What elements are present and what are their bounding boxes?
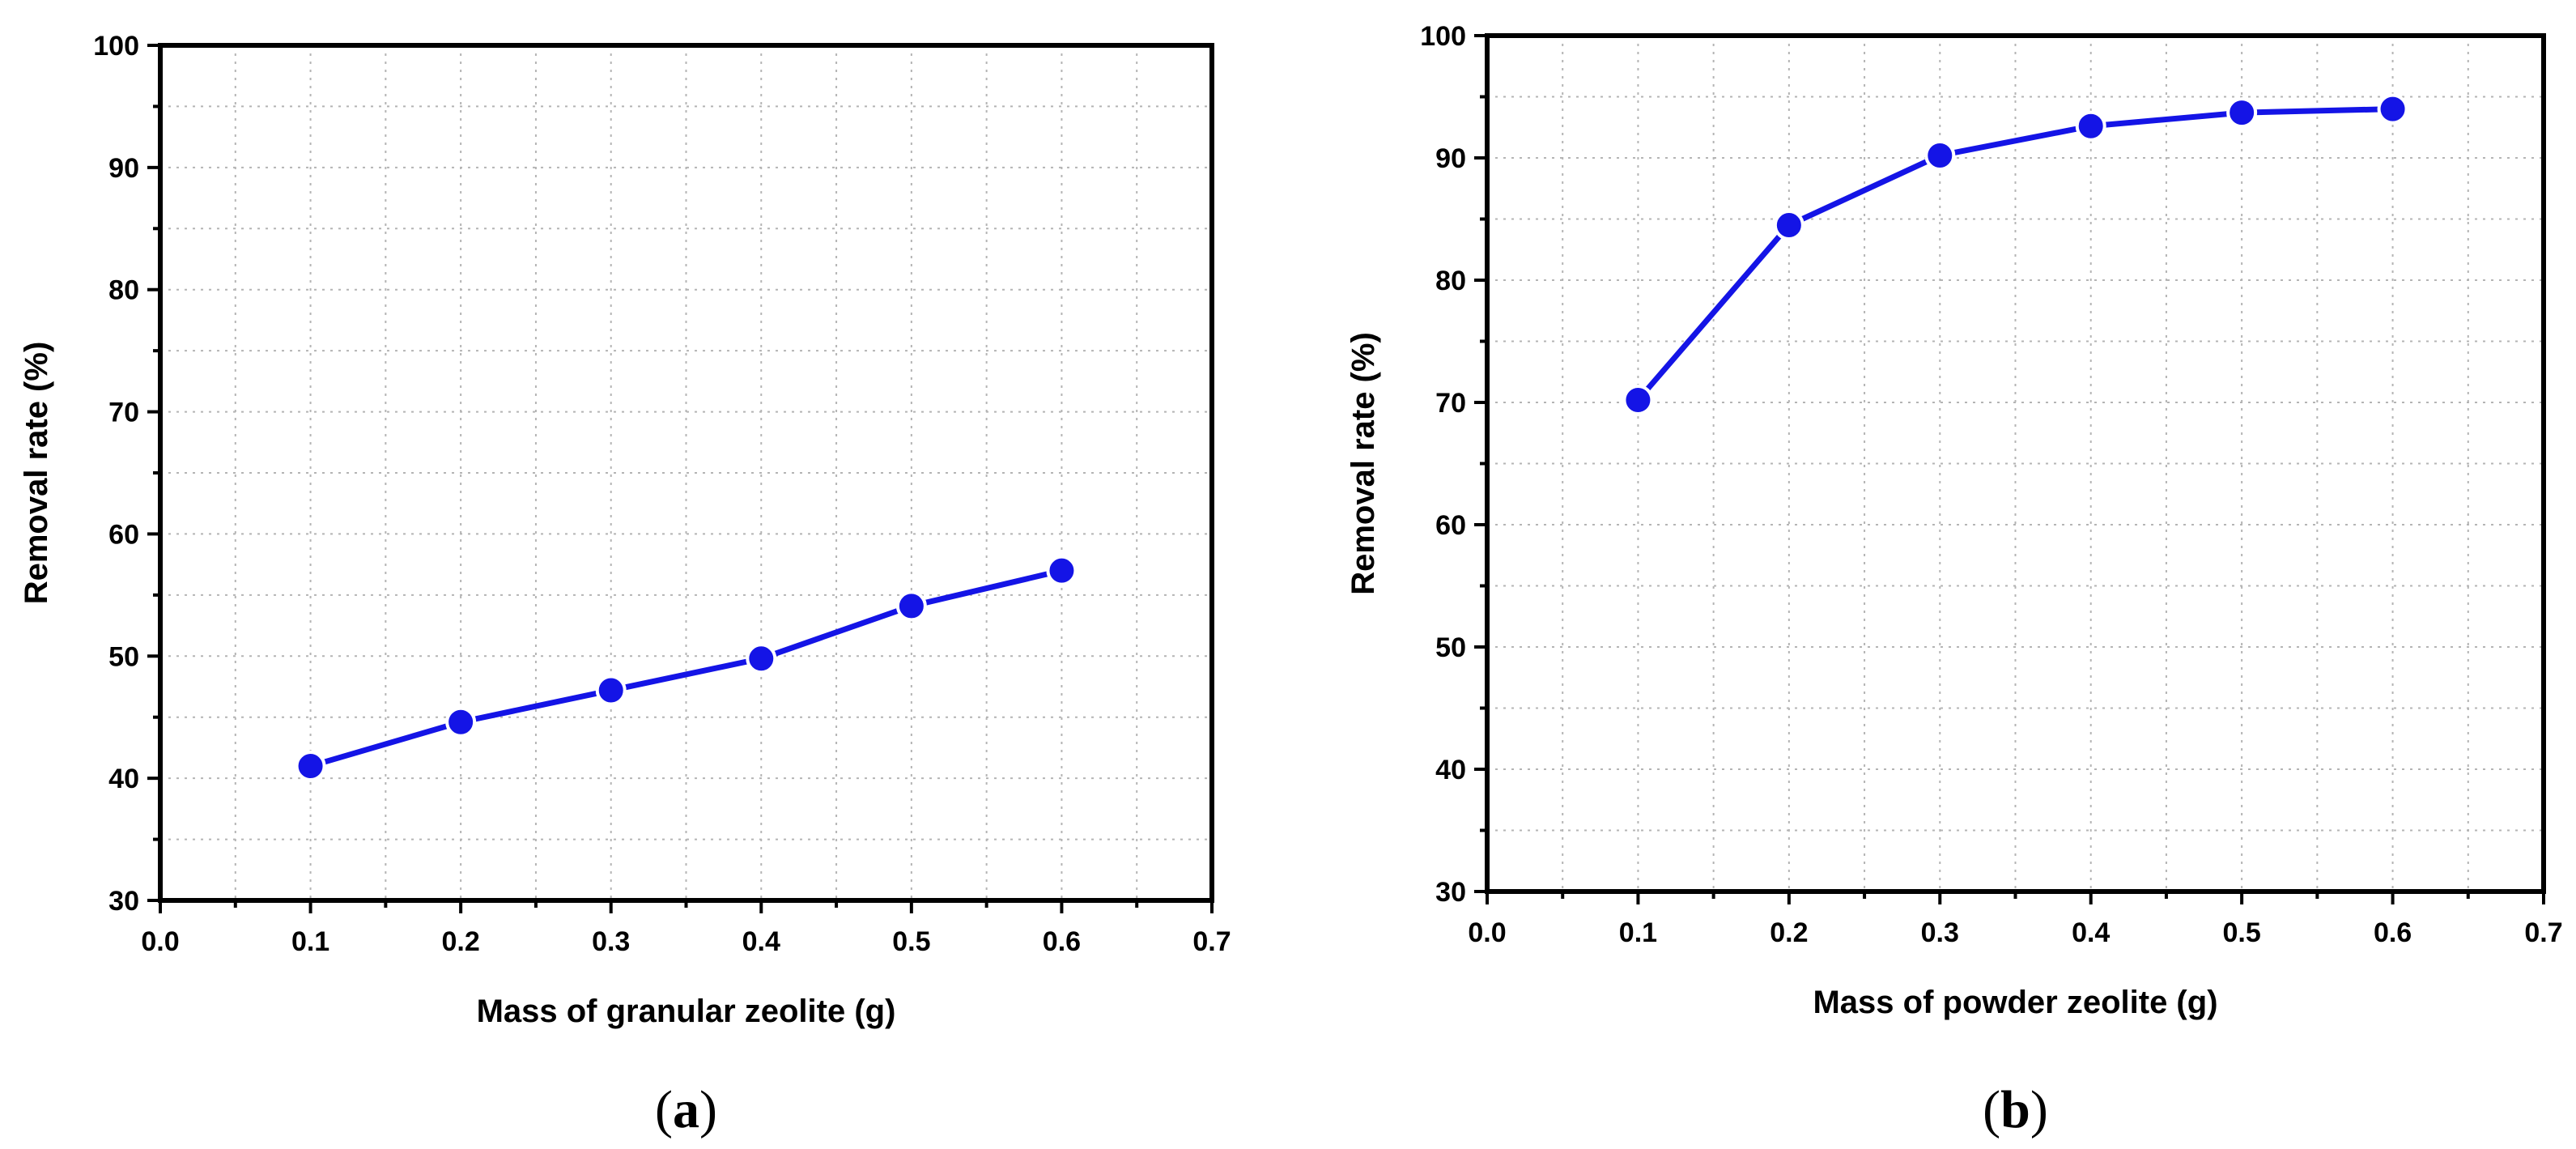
y-tick-label: 100: [93, 31, 139, 62]
y-tick-label: 40: [1435, 755, 1466, 785]
y-tick-label: 60: [1435, 510, 1466, 541]
x-tick-labels: 0.0 0.1 0.2 0.3 0.4 0.5 0.6 0.7: [141, 926, 1231, 957]
x-tick-label: 0.7: [1192, 926, 1231, 957]
data-point: [1773, 210, 1804, 241]
y-tick-label: 70: [108, 398, 139, 428]
data-point: [1046, 555, 1078, 586]
grid-lines: [1487, 36, 2544, 892]
x-tick-label: 0.1: [1619, 917, 1657, 948]
axis-ticks: [1474, 34, 2545, 904]
y-tick-label: 90: [108, 153, 139, 184]
x-tick-label: 0.7: [2524, 917, 2562, 948]
x-tick-label: 0.5: [892, 926, 930, 957]
data-point: [295, 751, 326, 782]
y-tick-label: 80: [108, 275, 139, 306]
axis-ticks: [147, 44, 1214, 913]
data-markers: [295, 555, 1078, 782]
x-tick-label: 0.4: [2072, 917, 2110, 948]
y-axis-title: Removal rate (%): [19, 342, 54, 605]
y-tick-label: 40: [108, 764, 139, 794]
x-axis-title: Mass of granular zeolite (g): [477, 994, 896, 1029]
series-line: [1635, 106, 2393, 402]
x-tick-label: 0.0: [1468, 917, 1506, 948]
chart-panel-b: 0.0 0.1 0.2 0.3 0.4 0.5 0.6 0.7 30 40 50 60 70 80 90 1…: [1345, 21, 2563, 1139]
y-tick-label: 80: [1435, 266, 1466, 296]
data-point: [2075, 110, 2106, 142]
x-tick-label: 0.0: [141, 926, 179, 957]
series-line: [309, 568, 1063, 769]
panel-letter: b: [2000, 1080, 2030, 1139]
data-point: [746, 643, 777, 675]
data-point: [2226, 97, 2258, 129]
x-tick-label: 0.3: [592, 926, 630, 957]
x-tick-label: 0.3: [1921, 917, 1959, 948]
data-point: [1924, 139, 1956, 171]
y-tick-labels: 30 40 50 60 70 80 90 100: [1420, 21, 1466, 908]
y-tick-label: 70: [1435, 388, 1466, 419]
plot-frame: [158, 43, 1214, 903]
data-point: [1622, 384, 1654, 415]
panel-letter: a: [673, 1080, 699, 1139]
y-tick-label: 30: [1435, 877, 1466, 908]
x-tick-label: 0.6: [1043, 926, 1081, 957]
panel-label: (b): [1983, 1080, 2048, 1139]
y-axis-title: Removal rate (%): [1345, 332, 1381, 595]
x-tick-label: 0.5: [2223, 917, 2261, 948]
chart-panel-a: 0.0 0.1 0.2 0.3 0.4 0.5 0.6 0.7 30 40 50 60 70 80 90 1…: [19, 31, 1231, 1139]
data-point: [445, 706, 477, 738]
y-tick-label: 60: [108, 519, 139, 550]
grid-lines: [160, 45, 1212, 900]
data-point: [595, 675, 627, 706]
x-tick-label: 0.4: [742, 926, 780, 957]
y-tick-label: 100: [1420, 21, 1466, 52]
plot-frame: [1485, 33, 2546, 894]
x-tick-label: 0.1: [291, 926, 329, 957]
data-point: [2377, 93, 2408, 125]
x-tick-label: 0.2: [442, 926, 480, 957]
x-tick-label: 0.6: [2374, 917, 2412, 948]
panel-label: (a): [655, 1080, 717, 1139]
x-tick-label: 0.2: [1770, 917, 1808, 948]
y-tick-label: 90: [1435, 143, 1466, 174]
data-markers: [1622, 93, 2408, 415]
y-tick-label: 50: [108, 641, 139, 672]
y-tick-labels: 30 40 50 60 70 80 90 100: [93, 31, 139, 917]
y-tick-label: 30: [108, 886, 139, 917]
x-tick-labels: 0.0 0.1 0.2 0.3 0.4 0.5 0.6 0.7: [1468, 917, 2562, 948]
y-tick-label: 50: [1435, 632, 1466, 663]
data-point: [895, 590, 927, 622]
x-axis-title: Mass of powder zeolite (g): [1813, 985, 2217, 1020]
